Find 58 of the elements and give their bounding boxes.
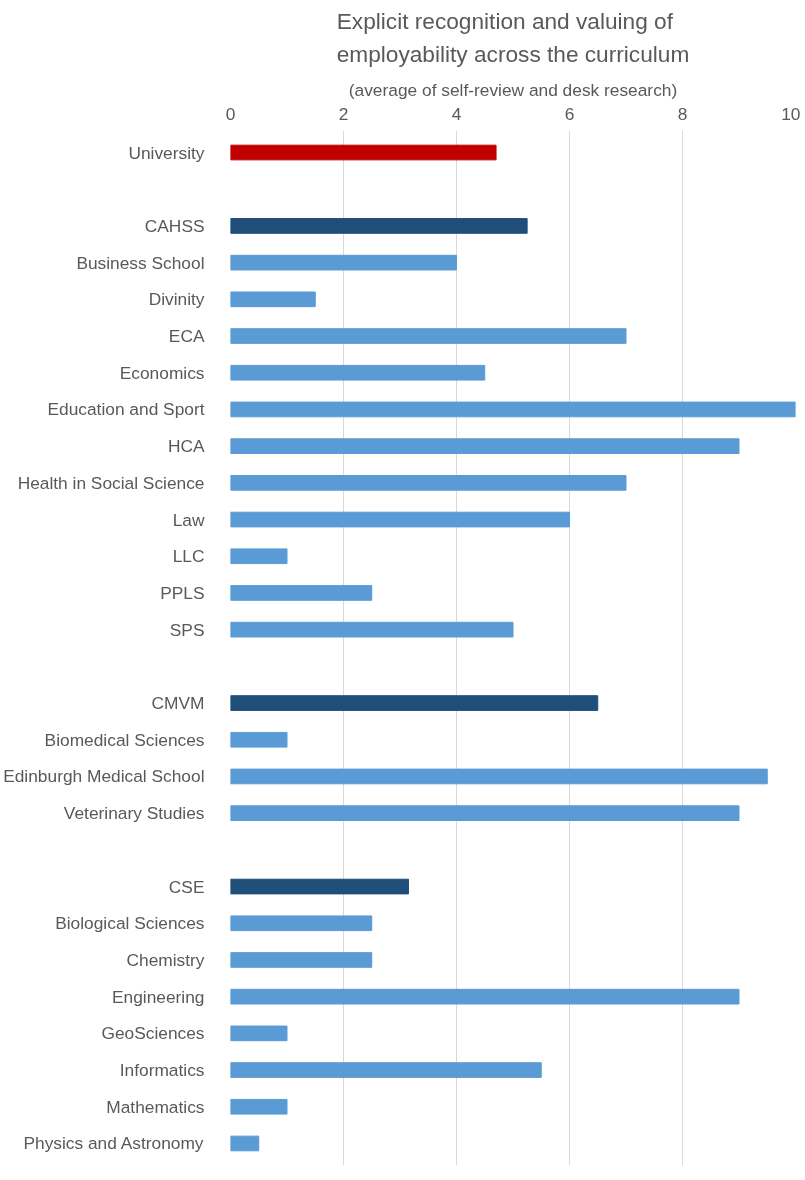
bar [230, 401, 796, 418]
y-tick-label: PPLS [160, 582, 205, 603]
bar [230, 291, 316, 308]
bar [230, 438, 740, 454]
bar [230, 731, 288, 748]
bar [230, 511, 570, 528]
x-tick-label: 4 [451, 103, 462, 124]
bar [230, 364, 486, 381]
bar [230, 144, 497, 161]
y-tick-label: University [128, 142, 205, 163]
bar [230, 585, 373, 601]
y-tick-label: Engineering [112, 986, 205, 1007]
bar [230, 768, 768, 785]
y-tick-label: Law [172, 509, 205, 530]
y-tick-label: Veterinary Studies [63, 803, 205, 824]
y-tick-label: Divinity [148, 289, 205, 310]
y-tick-label: Informatics [119, 1060, 205, 1081]
x-tick-label: 6 [564, 103, 575, 124]
y-tick-label: CMVM [151, 693, 205, 714]
bar [230, 548, 288, 565]
y-tick-label: Business School [76, 252, 205, 273]
y-tick-label: Biomedical Sciences [44, 729, 205, 750]
x-tick-label: 0 [225, 103, 236, 124]
y-tick-label: GeoSciences [101, 1023, 205, 1044]
bar [230, 621, 514, 638]
bar [230, 915, 373, 932]
bar [230, 1098, 288, 1115]
y-tick-label: Biological Sciences [55, 913, 205, 934]
bar [230, 218, 528, 234]
y-tick-label: Health in Social Science [17, 472, 205, 493]
y-tick-label: ECA [168, 326, 205, 347]
y-tick-label: Education and Sport [47, 399, 205, 420]
bar [230, 878, 409, 895]
y-tick-label: Economics [119, 362, 205, 383]
bar [230, 475, 627, 491]
bar [230, 1135, 260, 1152]
y-tick-label: CSE [168, 876, 205, 897]
bar [230, 805, 740, 821]
y-tick-label: Edinburgh Medical School [3, 766, 205, 787]
bar [230, 695, 599, 711]
y-tick-label: SPS [169, 619, 205, 640]
y-tick-label: HCA [167, 436, 205, 457]
bar [230, 328, 627, 344]
y-tick-label: Mathematics [106, 1096, 205, 1117]
chart-subtitle: (average of self-review and desk research) [348, 79, 678, 100]
bar [230, 1025, 288, 1042]
y-tick-label: LLC [172, 546, 205, 567]
y-tick-label: Physics and Astronomy [23, 1133, 204, 1154]
bar [230, 952, 373, 968]
bar [230, 1062, 542, 1078]
bar [230, 988, 740, 1005]
bar [230, 254, 457, 271]
y-tick-label: CAHSS [144, 215, 205, 236]
x-tick-label: 8 [677, 103, 688, 124]
x-tick-label: 2 [338, 103, 349, 124]
x-tick-label: 10 [781, 103, 801, 124]
chart-title: Explicit recognition and valuing of employability across the curriculum [336, 7, 690, 68]
y-tick-label: Chemistry [126, 949, 205, 970]
